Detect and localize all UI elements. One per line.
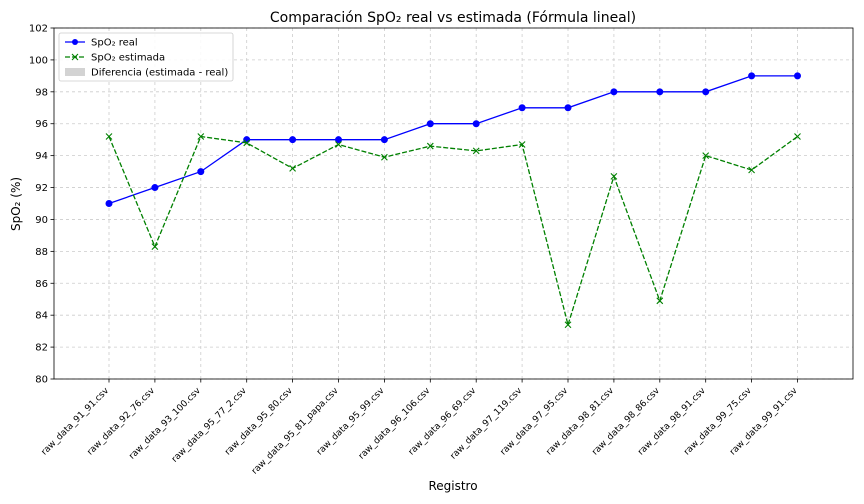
y-tick-label: 102 (29, 24, 48, 35)
legend-label: SpO₂ estimada (91, 53, 165, 64)
series-layer (105, 72, 801, 329)
data-point (564, 104, 572, 112)
data-point (518, 141, 526, 148)
x-axis-label: Registro (428, 479, 477, 493)
y-tick-label: 84 (35, 311, 48, 322)
data-point (335, 136, 342, 144)
data-point (656, 297, 664, 305)
series-line (108, 75, 798, 205)
y-tick-label: 86 (35, 279, 48, 290)
y-axis: 80 82 84 86 88 90 92 94 96 98 100 102 (29, 24, 54, 386)
data-point (472, 120, 480, 128)
data-point (794, 133, 801, 140)
legend-marker-icon (72, 39, 78, 45)
data-point (426, 142, 434, 150)
data-point (151, 243, 159, 250)
legend-item: Diferencia (estimada - real) (65, 68, 228, 79)
data-point (335, 141, 342, 148)
data-point (289, 136, 297, 144)
series-line (108, 135, 798, 328)
legend: SpO₂ real SpO₂ estimada Diferencia (estima… (58, 32, 234, 82)
data-point (610, 172, 618, 180)
data-point (518, 104, 526, 112)
y-tick-label: 92 (35, 183, 48, 194)
data-point (105, 200, 113, 207)
y-tick-label: 96 (35, 119, 48, 130)
data-point (289, 165, 296, 172)
data-point (197, 168, 205, 176)
series-spo2-estimada (105, 133, 801, 329)
y-axis-label: SpO₂ (%) (9, 177, 23, 231)
data-point (564, 321, 572, 329)
data-point (105, 133, 113, 140)
legend-item: SpO₂ real (65, 38, 138, 49)
data-point (702, 88, 710, 96)
data-point (381, 153, 388, 161)
y-tick-label: 82 (35, 343, 48, 354)
y-tick-label: 90 (35, 215, 48, 226)
legend-patch-icon (65, 68, 85, 76)
series-spo2-real (105, 72, 801, 207)
data-point (610, 88, 618, 96)
data-point (243, 139, 251, 147)
data-point (748, 166, 755, 174)
data-point (656, 88, 664, 96)
data-point (702, 152, 710, 160)
data-point (197, 133, 205, 140)
data-point (380, 136, 388, 144)
data-point (748, 72, 756, 80)
y-tick-label: 88 (35, 247, 48, 258)
data-point (794, 72, 801, 80)
chart-title: Comparación SpO₂ real vs estimada (Fórmu… (270, 10, 636, 26)
data-point (472, 147, 480, 155)
legend-box (58, 32, 234, 82)
legend-label: SpO₂ real (91, 38, 138, 49)
legend-item: SpO₂ estimada (65, 53, 165, 64)
data-point (243, 136, 251, 144)
y-tick-label: 100 (29, 55, 48, 66)
data-point (426, 120, 434, 128)
data-point (151, 184, 159, 192)
y-tick-label: 94 (35, 151, 48, 162)
y-tick-label: 98 (35, 87, 48, 98)
legend-label: Diferencia (estimada - real) (91, 68, 228, 79)
plot-frame (53, 27, 854, 380)
y-tick-label: 80 (35, 375, 48, 386)
